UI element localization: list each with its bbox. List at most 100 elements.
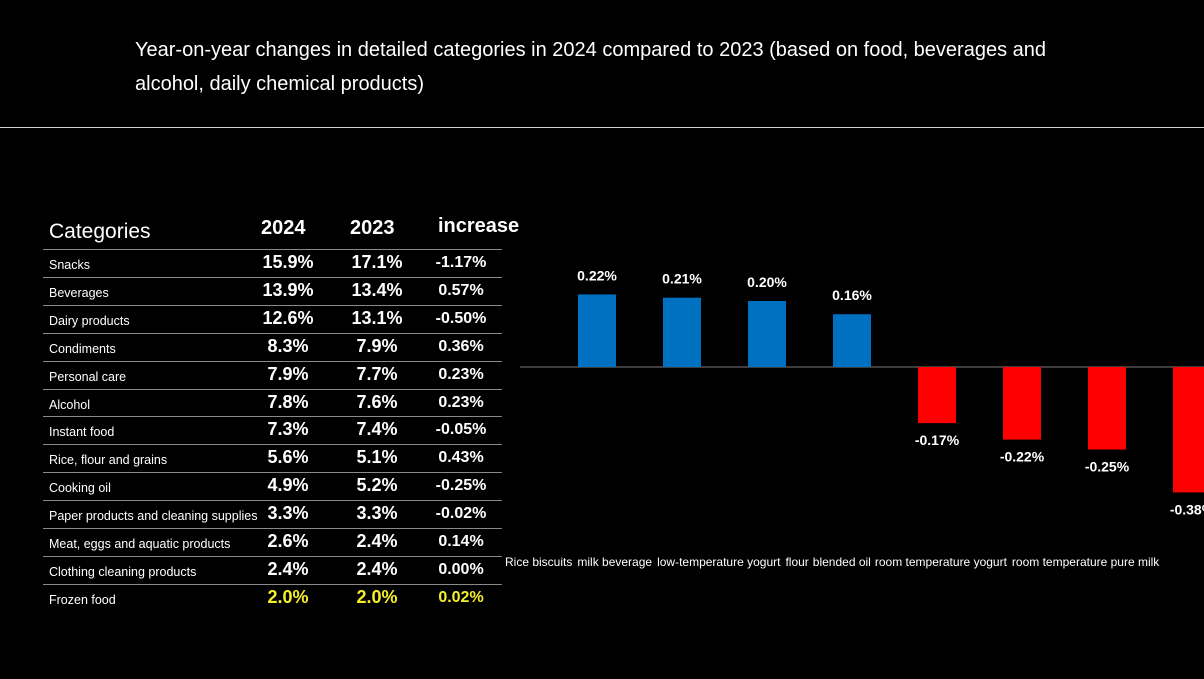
category-label: Rice biscuits (505, 555, 572, 569)
bar-value-label: -0.38% (1170, 501, 1204, 517)
bar (833, 314, 871, 367)
row-category: Condiments (49, 341, 116, 356)
header-increase: increase (438, 215, 520, 237)
category-label: room temperature pure milk (1012, 555, 1160, 569)
row-value-2024: 2.6% (267, 531, 309, 551)
row-value-2024: 4.9% (267, 475, 309, 496)
row-value-2023: 7.4% (356, 419, 398, 440)
table-row: Frozen food 2.0% 2.0% 0.02% (43, 583, 502, 611)
row-value-2023: 13.1% (351, 307, 403, 328)
bar-value-label: 0.20% (747, 274, 787, 290)
row-divider (43, 555, 502, 557)
row-increase: -0.02% (435, 505, 487, 523)
row-value-2023: 7.7% (356, 363, 398, 384)
row-value-2023: 13.4% (351, 279, 403, 300)
row-category: Personal care (49, 369, 127, 384)
row-increase: 0.23% (438, 393, 484, 411)
table-row: Dairy products 12.6% 13.1% -0.50% (43, 304, 502, 332)
row-value-2023: 5.2% (356, 475, 398, 496)
bar (1003, 367, 1041, 440)
row-value-2024: 3.3% (267, 503, 309, 524)
table-row: Meat, eggs and aquatic products 2.6% 2.4% 0… (43, 528, 502, 555)
row-divider (43, 500, 502, 502)
bar (918, 367, 956, 424)
row-category: Frozen food (49, 592, 116, 607)
row-divider (43, 416, 502, 418)
row-value-2024: 5.6% (267, 447, 309, 468)
row-increase: -0.50% (435, 309, 487, 327)
table-row: Clothing cleaning products 2.4% 2.4% 0.00% (43, 555, 502, 583)
row-value-2023: 17.1% (351, 252, 403, 272)
row-value-2024: 7.9% (267, 363, 309, 384)
row-value-2023: 7.6% (356, 391, 398, 412)
bar (663, 297, 701, 367)
row-category: Instant food (49, 425, 115, 440)
table-row: Alcohol 7.8% 7.6% 0.23% (43, 388, 502, 416)
bar-value-label: 0.21% (662, 271, 702, 287)
category-label: low-temperature yogurt (657, 555, 781, 569)
category-label: milk beverage (577, 555, 652, 569)
row-category: Snacks (49, 258, 90, 272)
row-category: Meat, eggs and aquatic products (49, 537, 231, 551)
row-increase: 0.43% (438, 449, 484, 467)
header-2024: 2024 (261, 217, 306, 239)
header-categories: Categories (49, 220, 151, 243)
table-row: Paper products and cleaning supplies 3.3%… (43, 500, 502, 527)
bar-value-label: -0.17% (915, 432, 960, 448)
row-category: Beverages (49, 285, 109, 300)
row-category: Rice, flour and grains (49, 453, 168, 468)
table-row: Instant food 7.3% 7.4% -0.05% (43, 416, 502, 443)
bar-value-label: -0.22% (1000, 449, 1045, 465)
row-divider (43, 304, 502, 306)
row-increase: -0.05% (435, 421, 487, 439)
table-row: Condiments 8.3% 7.9% 0.36% (43, 332, 502, 360)
row-increase: 0.57% (438, 281, 484, 299)
row-divider (43, 388, 502, 390)
row-category: Clothing cleaning products (49, 564, 197, 579)
table-row: Cooking oil 4.9% 5.2% -0.25% (43, 472, 502, 499)
row-category: Alcohol (49, 397, 90, 412)
table-row: Snacks 15.9% 17.1% -1.17% (43, 249, 502, 276)
row-category: Dairy products (49, 313, 130, 328)
bar (748, 301, 786, 367)
row-value-2024: 2.4% (267, 558, 309, 579)
bar-value-label: -0.25% (1085, 459, 1130, 475)
row-increase: -1.17% (435, 254, 487, 271)
bar-value-label: 0.16% (832, 287, 872, 303)
bar (578, 294, 616, 367)
category-label: room temperature yogurt (875, 555, 1008, 569)
row-value-2024: 8.3% (267, 335, 309, 356)
row-increase: 0.23% (438, 365, 484, 383)
row-value-2023: 2.4% (356, 558, 398, 579)
table-row: Rice, flour and grains 5.6% 5.1% 0.43% (43, 444, 502, 471)
row-value-2023: 7.9% (356, 335, 398, 356)
row-divider (43, 249, 502, 250)
row-value-2024: 15.9% (262, 252, 314, 272)
category-label: flour (785, 555, 808, 569)
category-label: blended oil (813, 555, 871, 569)
row-increase: 0.02% (438, 588, 484, 606)
row-value-2024: 7.3% (267, 419, 309, 440)
row-category: Cooking oil (49, 481, 111, 496)
bar-value-label: 0.22% (577, 267, 617, 283)
row-value-2023: 5.1% (356, 447, 398, 468)
row-increase: 0.00% (438, 560, 484, 578)
table-row: Personal care 7.9% 7.7% 0.23% (43, 360, 502, 388)
row-value-2023: 2.0% (356, 586, 398, 607)
bar (1088, 367, 1126, 450)
category-table: Categories 2024 2023 increase Snacks 15.9… (43, 208, 519, 611)
row-category: Paper products and cleaning supplies (49, 509, 258, 524)
header-2023: 2023 (350, 217, 395, 239)
row-value-2024: 7.8% (267, 391, 309, 412)
row-divider (43, 332, 502, 334)
row-divider (43, 472, 502, 474)
row-divider (43, 444, 502, 446)
row-value-2024: 12.6% (262, 307, 314, 328)
row-value-2024: 13.9% (262, 279, 314, 300)
row-value-2023: 2.4% (356, 531, 398, 551)
bar (1173, 367, 1204, 493)
chart-title: Year-on-year changes in detailed categor… (135, 39, 1047, 95)
row-divider (43, 276, 502, 278)
row-increase: 0.14% (438, 533, 484, 550)
